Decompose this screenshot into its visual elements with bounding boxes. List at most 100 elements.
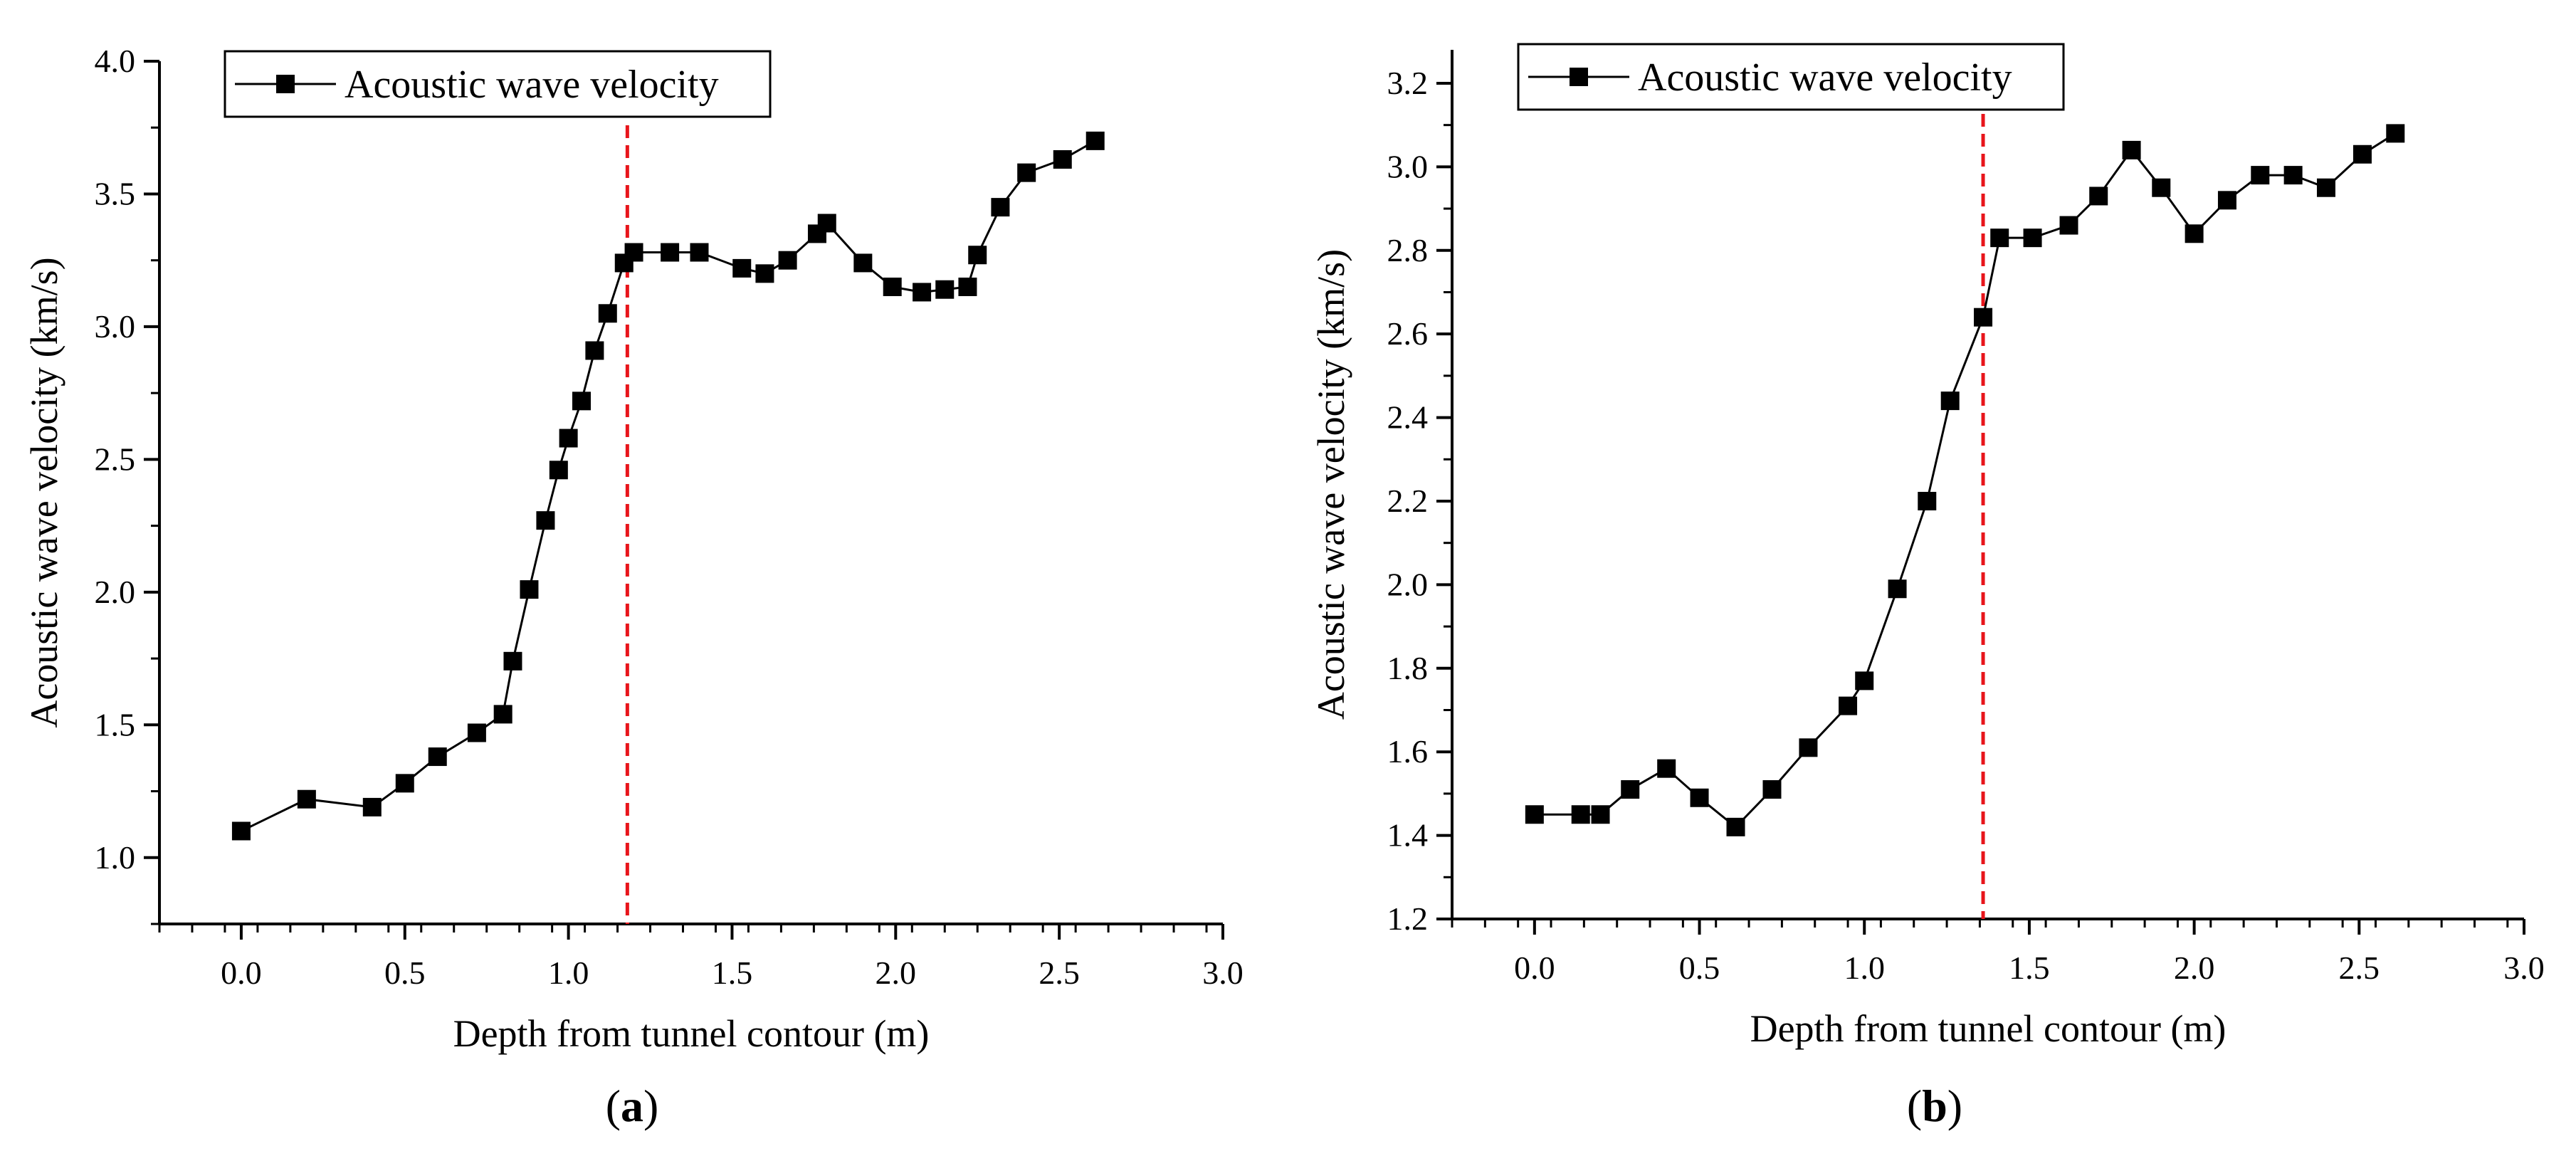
data-point — [2251, 166, 2270, 185]
data-point — [1762, 780, 1782, 799]
x-tick-label: 1.0 — [1844, 950, 1885, 986]
data-point — [1017, 163, 1036, 182]
data-point — [1990, 228, 2009, 248]
data-point — [467, 723, 486, 742]
y-tick-label: 2.5 — [95, 441, 136, 477]
data-point — [1726, 817, 1745, 836]
y-axis-title: Acoustic wave velocity (km/s) — [23, 257, 65, 727]
x-tick-label: 0.5 — [384, 955, 426, 991]
data-point — [598, 304, 617, 323]
x-tick-label: 0.0 — [221, 955, 262, 991]
series-line — [241, 140, 1096, 832]
y-tick-label: 1.6 — [1387, 733, 1429, 769]
legend-marker — [1570, 68, 1588, 86]
data-point — [428, 747, 447, 767]
data-point — [2185, 224, 2204, 243]
chart-panel-a: 0.0 0.5 1.0 1.5 2.0 2.5 3.0 1.0 1.5 2.0 2.5 3.0 3.5 4… — [23, 43, 1244, 1131]
y-tick-label: 1.5 — [95, 706, 136, 742]
data-point — [2122, 140, 2141, 159]
data-point — [572, 392, 592, 411]
x-tick-label: 1.0 — [548, 955, 589, 991]
x-tick-label: 1.5 — [2009, 950, 2050, 986]
data-point — [935, 280, 955, 299]
y-tick-label: 3.0 — [95, 308, 136, 345]
data-point — [732, 258, 752, 278]
y-axis-title: Acoustic wave velocity (km/s) — [1310, 249, 1352, 720]
data-point — [968, 246, 987, 265]
data-point — [1918, 491, 1937, 510]
x-axis-title: Depth from tunnel contour (m) — [453, 1012, 930, 1055]
legend-label: Acoustic wave velocity — [345, 63, 719, 107]
legend-label: Acoustic wave velocity — [1638, 56, 2012, 100]
data-point — [1053, 149, 1072, 169]
data-point — [362, 797, 382, 816]
y-tick-label: 1.4 — [1387, 817, 1429, 853]
data-point — [1888, 579, 1907, 599]
x-tick-label: 2.5 — [2339, 950, 2380, 986]
y-tick-label: 3.2 — [1387, 65, 1429, 101]
data-point — [1085, 131, 1105, 150]
data-point — [2152, 178, 2171, 197]
data-point — [549, 461, 568, 480]
panel-label: (a) — [606, 1081, 659, 1131]
x-tick-label: 0.0 — [1514, 950, 1555, 986]
y-tick-label: 1.0 — [95, 839, 136, 876]
data-point — [1571, 805, 1590, 824]
y-tick-label: 2.2 — [1387, 483, 1429, 519]
data-point — [493, 705, 512, 724]
x-tick-label: 0.5 — [1679, 950, 1720, 986]
data-point — [690, 243, 709, 262]
y-tick-label: 2.6 — [1387, 315, 1429, 352]
legend-marker — [276, 75, 295, 93]
y-tick-label: 4.0 — [95, 43, 136, 79]
data-point — [503, 651, 522, 671]
data-point — [755, 264, 774, 283]
data-point — [1839, 696, 1858, 715]
data-point — [883, 277, 902, 296]
data-point — [913, 283, 932, 302]
data-point — [661, 243, 680, 262]
data-point — [1974, 308, 1993, 327]
y-tick-label: 3.0 — [1387, 148, 1429, 184]
data-point — [1940, 392, 1960, 411]
data-point — [536, 511, 555, 530]
x-tick-label: 3.0 — [1202, 955, 1244, 991]
data-point — [2217, 191, 2236, 210]
x-tick-label: 1.5 — [712, 955, 753, 991]
data-point — [1657, 759, 1676, 778]
y-tick-label: 3.5 — [95, 175, 136, 211]
data-point — [1855, 671, 1874, 690]
data-point — [231, 821, 251, 841]
data-point — [2023, 228, 2042, 248]
data-point — [778, 251, 797, 270]
y-tick-label: 2.0 — [1387, 566, 1429, 602]
x-tick-label: 2.0 — [876, 955, 917, 991]
chart-panel-b: 0.0 0.5 1.0 1.5 2.0 2.5 3.0 1.2 1.4 1.6 1.8 2.0 2.2 2… — [1310, 43, 2545, 1131]
y-tick-label: 1.8 — [1387, 650, 1429, 686]
data-point — [991, 198, 1010, 217]
data-point — [2386, 124, 2405, 143]
panel-label: (b) — [1907, 1081, 1962, 1131]
x-tick-label: 2.0 — [2174, 950, 2215, 986]
data-point — [853, 253, 873, 273]
y-tick-label: 2.0 — [95, 574, 136, 610]
x-tick-label: 2.5 — [1039, 955, 1080, 991]
series-line — [1534, 132, 2397, 829]
data-point — [958, 277, 977, 296]
data-point — [585, 341, 604, 360]
data-point — [520, 580, 539, 599]
y-tick-label: 1.2 — [1387, 900, 1429, 937]
data-point — [1591, 805, 1610, 824]
data-point — [1690, 788, 1709, 807]
data-point — [1799, 738, 1818, 757]
data-point — [559, 429, 578, 448]
data-point — [2316, 178, 2335, 197]
y-tick-label: 2.8 — [1387, 232, 1429, 268]
data-point — [817, 214, 836, 233]
x-tick-label: 3.0 — [2503, 950, 2545, 986]
data-point — [2059, 216, 2078, 235]
data-point — [2352, 145, 2372, 164]
y-tick-label: 2.4 — [1387, 399, 1429, 436]
